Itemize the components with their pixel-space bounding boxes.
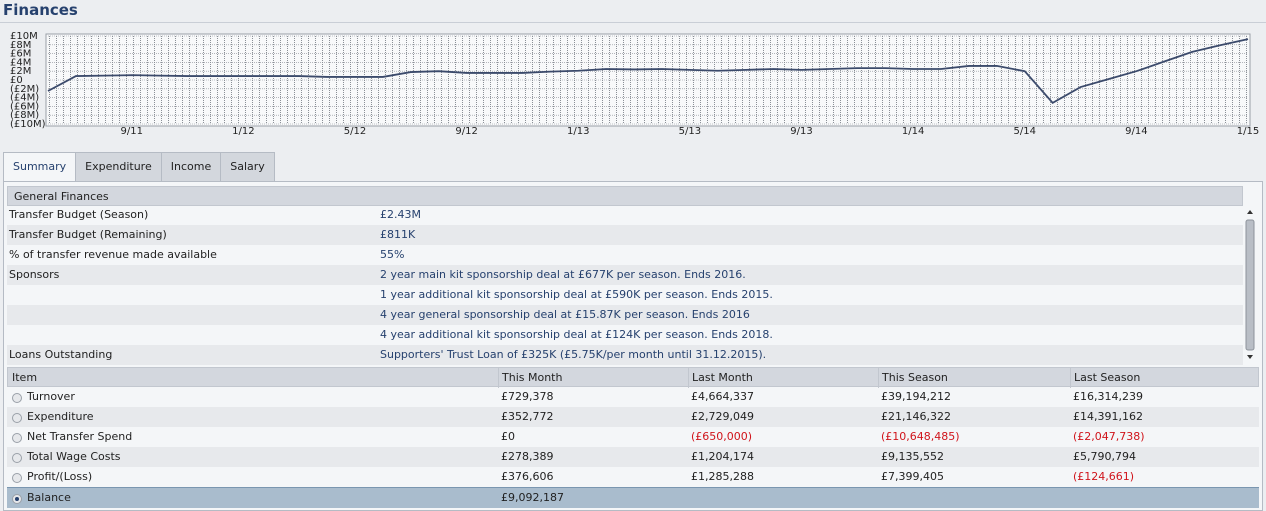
table-row[interactable]: Turnover £729,378 £4,664,337 £39,194,212 £16… <box>7 387 1259 407</box>
x-tick-label: 5/14 <box>1014 126 1036 137</box>
section-header: General Finances <box>7 186 1243 206</box>
cell: £1,204,174 <box>691 450 754 463</box>
column-header: Item <box>12 371 38 384</box>
value: £811K <box>380 228 416 241</box>
y-tick-label: £0 <box>10 75 23 86</box>
info-row: Loans Outstanding Supporters' Trust Loan … <box>7 345 1243 365</box>
x-tick-label: 9/11 <box>120 126 142 137</box>
tab-bar: Summary Expenditure Income Salary <box>3 152 275 183</box>
tab[interactable]: Salary <box>220 152 275 181</box>
y-tick-label: (£6M) <box>10 101 39 112</box>
tab[interactable]: Expenditure <box>75 152 162 181</box>
cell: £0 <box>501 430 515 443</box>
label: Transfer Budget (Remaining) <box>9 228 167 241</box>
table-row-selected[interactable]: Balance £9,092,187 <box>7 487 1259 508</box>
y-tick-label: (£10M) <box>10 119 46 130</box>
cell: £39,194,212 <box>881 390 951 403</box>
cell: £9,135,552 <box>881 450 944 463</box>
tab[interactable]: Income <box>160 152 222 181</box>
x-tick-label: 1/12 <box>232 126 254 137</box>
info-row: Sponsors 2 year main kit sponsorship deal… <box>7 265 1243 285</box>
y-tick-label: £6M <box>10 49 31 60</box>
line-series <box>47 38 1249 105</box>
cell: (£650,000) <box>691 430 753 443</box>
y-tick-label: £4M <box>10 57 31 68</box>
table-row[interactable]: Net Transfer Spend £0 (£650,000) (£10,648,4… <box>7 427 1259 447</box>
column-header: Last Season <box>1074 371 1141 384</box>
info-row: Transfer Budget (Season) £2.43M <box>7 205 1243 225</box>
cell: £729,378 <box>501 390 554 403</box>
table-row[interactable]: Expenditure £352,772 £2,729,049 £21,146,322… <box>7 407 1259 427</box>
cell: Expenditure <box>27 410 94 423</box>
label: Loans Outstanding <box>9 348 113 361</box>
cell: £352,772 <box>501 410 554 423</box>
column-header: This Month <box>502 371 563 384</box>
y-tick-label: (£8M) <box>10 110 39 121</box>
label: Sponsors <box>9 268 60 281</box>
divider <box>0 22 1266 23</box>
page-title: Finances <box>3 1 78 19</box>
x-tick-label: 1/14 <box>902 126 924 137</box>
cell: £9,092,187 <box>501 491 564 504</box>
x-tick-label: 1/15 <box>1237 126 1259 137</box>
cell: £2,729,049 <box>691 410 754 423</box>
table-header: Item This Month Last Month This Season L… <box>7 367 1259 388</box>
y-tick-label: £8M <box>10 40 31 51</box>
info-row: 4 year additional kit sponsorship deal a… <box>7 325 1243 345</box>
column-header: This Season <box>882 371 948 384</box>
value: 55% <box>380 248 405 261</box>
cell: £278,389 <box>501 450 554 463</box>
cell: (£124,661) <box>1073 470 1135 483</box>
x-tick-label: 1/13 <box>567 126 589 137</box>
info-row: Transfer Budget (Remaining) £811K <box>7 225 1243 245</box>
cell: £14,391,162 <box>1073 410 1143 423</box>
cell: Total Wage Costs <box>27 450 121 463</box>
cell: Balance <box>27 491 71 504</box>
cell: (£10,648,485) <box>881 430 960 443</box>
value: 2 year main kit sponsorship deal at £677… <box>380 268 746 281</box>
column-header: Last Month <box>692 371 753 384</box>
section-title: General Finances <box>14 190 109 203</box>
tab[interactable]: Summary <box>3 152 77 183</box>
x-tick-label: 9/12 <box>455 126 477 137</box>
y-tick-label: (£4M) <box>10 93 39 104</box>
value: 1 year additional kit sponsorship deal a… <box>380 288 773 301</box>
x-tick-label: 5/13 <box>679 126 701 137</box>
cell: (£2,047,738) <box>1073 430 1145 443</box>
table-row[interactable]: Total Wage Costs £278,389 £1,204,174 £9,135… <box>7 447 1259 467</box>
info-row: % of transfer revenue made available 55% <box>7 245 1243 265</box>
cell: £16,314,239 <box>1073 390 1143 403</box>
label: Transfer Budget (Season) <box>9 208 149 221</box>
cell: £5,790,794 <box>1073 450 1136 463</box>
cell: £7,399,405 <box>881 470 944 483</box>
cell: Profit/(Loss) <box>27 470 93 483</box>
cell: £1,285,288 <box>691 470 754 483</box>
cell: £4,664,337 <box>691 390 754 403</box>
x-tick-label: 9/13 <box>790 126 812 137</box>
info-row: 1 year additional kit sponsorship deal a… <box>7 285 1243 305</box>
x-tick-label: 9/14 <box>1125 126 1147 137</box>
label: % of transfer revenue made available <box>9 248 217 261</box>
cell: £21,146,322 <box>881 410 951 423</box>
summary-panel: General Finances Transfer Budget (Season… <box>3 181 1263 511</box>
value: Supporters' Trust Loan of £325K (£5.75K/… <box>380 348 767 361</box>
table-row[interactable]: Profit/(Loss) £376,606 £1,285,288 £7,399,40… <box>7 467 1259 487</box>
value: 4 year additional kit sponsorship deal a… <box>380 328 773 341</box>
info-row: 4 year general sponsorship deal at £15.8… <box>7 305 1243 325</box>
cell: £376,606 <box>501 470 554 483</box>
y-tick-label: (£2M) <box>10 84 39 95</box>
value: 4 year general sponsorship deal at £15.8… <box>380 308 750 321</box>
scrollbar[interactable] <box>1245 208 1255 362</box>
cell: Turnover <box>27 390 75 403</box>
chart: £10M£8M£6M£4M£2M£0(£2M)(£4M)(£6M)(£8M)(£… <box>10 31 1259 137</box>
y-tick-label: £10M <box>10 31 38 42</box>
y-tick-label: £2M <box>10 66 31 77</box>
x-tick-label: 5/12 <box>344 126 366 137</box>
value: £2.43M <box>380 208 421 221</box>
cell: Net Transfer Spend <box>27 430 133 443</box>
